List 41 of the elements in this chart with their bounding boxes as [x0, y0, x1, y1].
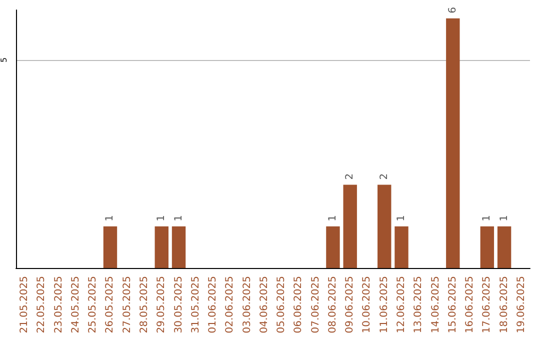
data-label: 1: [104, 215, 116, 222]
data-label: 1: [156, 215, 168, 222]
x-tick-label: 12.06.2025: [396, 276, 407, 334]
x-tick-label: 27.05.2025: [122, 276, 133, 334]
x-tick-label: 25.05.2025: [88, 276, 99, 334]
x-tick-label: 30.05.2025: [173, 276, 184, 334]
x-tick-label: 08.06.2025: [327, 276, 338, 334]
x-tick-label: 14.06.2025: [430, 276, 442, 334]
x-tick-label: 19.06.2025: [516, 276, 527, 334]
data-label: 1: [482, 215, 493, 222]
x-tick-label: 03.06.2025: [242, 276, 253, 334]
x-tick-label: 01.06.2025: [208, 276, 219, 334]
x-tick-label: 09.06.2025: [344, 276, 356, 334]
y-tick-label: 5: [0, 57, 8, 62]
x-tick-label: 26.05.2025: [104, 276, 116, 334]
x-tick-label: 21.05.2025: [19, 276, 30, 334]
data-label: 1: [173, 215, 184, 222]
x-tick-label: 23.05.2025: [53, 276, 64, 334]
x-tick-label: 04.06.2025: [258, 276, 270, 334]
x-tick-label: 22.05.2025: [36, 276, 48, 334]
x-tick-label: 24.05.2025: [70, 276, 82, 334]
data-label: 6: [447, 6, 458, 14]
data-label: 2: [378, 173, 390, 180]
x-tick-label: 31.05.2025: [190, 276, 202, 334]
x-tick-label: 16.06.2025: [464, 276, 476, 334]
x-tick-label: 17.06.2025: [482, 276, 493, 334]
data-label: 1: [396, 215, 407, 222]
data-label: 1: [498, 215, 510, 222]
x-tick-label: 02.06.2025: [224, 276, 236, 334]
x-tick-label: 11.06.2025: [378, 276, 390, 334]
x-tick-label: 29.05.2025: [156, 276, 168, 334]
data-label: 1: [327, 215, 338, 222]
x-tick-label: 28.05.2025: [139, 276, 150, 334]
x-tick-label: 06.06.2025: [293, 276, 304, 334]
x-tick-label: 07.06.2025: [310, 276, 322, 334]
x-tick-label: 10.06.2025: [362, 276, 373, 334]
x-tick-label: 15.06.2025: [447, 276, 458, 334]
x-tick-label: 18.06.2025: [498, 276, 510, 334]
x-tick-label: 05.06.2025: [276, 276, 288, 334]
data-label: 2: [344, 173, 356, 180]
x-tick-label: 13.06.2025: [413, 276, 424, 334]
